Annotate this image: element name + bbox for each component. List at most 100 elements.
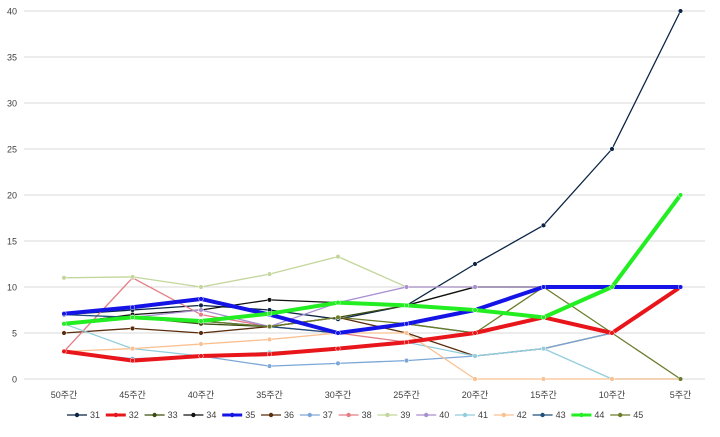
data-point bbox=[677, 192, 684, 198]
data-point bbox=[677, 284, 684, 290]
legend-label: 36 bbox=[284, 410, 294, 420]
legend-item-32: 32 bbox=[105, 410, 139, 420]
legend-swatch-marker bbox=[385, 412, 390, 418]
series-line bbox=[63, 285, 682, 363]
legend-swatch-marker bbox=[307, 412, 312, 418]
legend-swatch-marker bbox=[501, 412, 506, 418]
legend-label: 37 bbox=[323, 410, 333, 420]
data-point bbox=[403, 321, 410, 327]
x-tick-label: 30주간 bbox=[325, 390, 352, 400]
legend-label: 44 bbox=[594, 410, 604, 420]
legend-swatch-marker bbox=[618, 412, 623, 418]
y-tick-label: 25 bbox=[7, 145, 17, 155]
data-point bbox=[61, 311, 67, 317]
data-point bbox=[540, 376, 547, 382]
data-point bbox=[61, 321, 67, 327]
data-point bbox=[472, 261, 478, 267]
legend-swatch-marker bbox=[74, 412, 80, 418]
legend-swatch-marker bbox=[579, 412, 584, 418]
legend-item-45: 45 bbox=[610, 410, 643, 420]
series-42 bbox=[61, 330, 684, 382]
legend-swatch-marker bbox=[540, 412, 545, 418]
legend-label: 42 bbox=[517, 410, 527, 420]
legend-label: 40 bbox=[439, 410, 449, 420]
data-point bbox=[540, 222, 547, 228]
legend-item-41: 41 bbox=[455, 410, 488, 420]
legend-item-42: 42 bbox=[493, 410, 527, 420]
data-point bbox=[198, 330, 204, 336]
series-40 bbox=[61, 284, 684, 330]
series-33 bbox=[61, 284, 684, 330]
data-point bbox=[266, 336, 273, 342]
data-point bbox=[61, 330, 67, 336]
legend-label: 35 bbox=[245, 410, 255, 420]
data-point bbox=[472, 284, 478, 290]
y-axis: 0 5 10 15 20 25 30 35 40 bbox=[7, 7, 17, 385]
data-point bbox=[677, 376, 684, 382]
legend-item-40: 40 bbox=[416, 410, 449, 420]
data-point bbox=[129, 325, 136, 331]
legend-swatch-marker bbox=[268, 412, 274, 418]
legend-label: 31 bbox=[90, 410, 100, 420]
data-point bbox=[61, 348, 67, 354]
data-point bbox=[129, 274, 136, 280]
data-point bbox=[540, 284, 547, 290]
legend-item-33: 33 bbox=[144, 410, 178, 420]
x-tick-label: 50주간 bbox=[51, 390, 78, 400]
legend-label: 45 bbox=[633, 410, 643, 420]
data-point bbox=[129, 358, 136, 364]
legend-item-39: 39 bbox=[377, 410, 410, 420]
data-point bbox=[266, 311, 273, 317]
y-tick-label: 40 bbox=[7, 7, 17, 17]
legend-label: 33 bbox=[168, 410, 178, 420]
x-tick-label: 45주간 bbox=[119, 390, 146, 400]
data-point bbox=[266, 363, 273, 369]
data-point bbox=[129, 314, 136, 320]
series-line bbox=[63, 323, 681, 380]
data-point bbox=[198, 284, 204, 290]
data-point bbox=[335, 254, 341, 260]
legend-swatch-marker bbox=[152, 412, 157, 418]
y-tick-label: 20 bbox=[7, 191, 17, 201]
legend-item-31: 31 bbox=[67, 410, 100, 420]
data-point bbox=[198, 353, 204, 359]
legend-item-38: 38 bbox=[338, 410, 372, 420]
data-point bbox=[61, 275, 67, 281]
data-point bbox=[335, 360, 341, 366]
legend-label: 41 bbox=[478, 410, 488, 420]
data-point bbox=[198, 307, 204, 313]
data-point bbox=[677, 8, 684, 14]
data-point bbox=[609, 376, 615, 382]
legend-swatch-marker bbox=[462, 412, 468, 418]
series-line bbox=[63, 255, 681, 288]
data-point bbox=[335, 314, 341, 320]
legend: 31 32 33 34 35 36 37 38 39 40 41 42 43 44 45 bbox=[67, 410, 643, 420]
data-point bbox=[403, 339, 410, 345]
x-tick-label: 40주간 bbox=[188, 390, 215, 400]
x-tick-label: 15주간 bbox=[530, 390, 557, 400]
legend-label: 38 bbox=[362, 410, 372, 420]
x-tick-label: 10주간 bbox=[599, 390, 626, 400]
series-44 bbox=[61, 192, 684, 327]
legend-label: 43 bbox=[556, 410, 566, 420]
x-tick-label: 20주간 bbox=[462, 390, 489, 400]
legend-item-36: 36 bbox=[261, 410, 294, 420]
data-point bbox=[403, 358, 410, 364]
data-point bbox=[198, 318, 204, 324]
series-line bbox=[63, 193, 683, 326]
legend-item-43: 43 bbox=[532, 410, 566, 420]
legend-swatch-marker bbox=[113, 412, 119, 418]
series-line bbox=[63, 332, 681, 380]
series-31 bbox=[61, 8, 684, 322]
series-line bbox=[63, 285, 681, 335]
legend-swatch-marker bbox=[424, 412, 429, 418]
series-layer bbox=[61, 8, 684, 382]
y-tick-label: 30 bbox=[7, 99, 17, 109]
y-tick-label: 10 bbox=[7, 283, 17, 293]
data-point bbox=[472, 353, 478, 359]
data-point bbox=[266, 324, 273, 330]
data-point bbox=[198, 312, 204, 318]
data-point bbox=[609, 146, 615, 152]
data-point bbox=[198, 341, 204, 347]
